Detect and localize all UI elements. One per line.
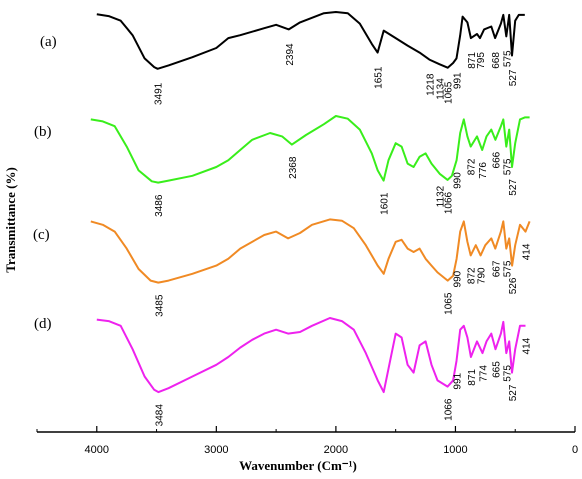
peak-label: 872 [467, 158, 478, 175]
peak-label: 414 [522, 243, 533, 260]
peak-label: 871 [467, 369, 478, 386]
peak-label: 1132 [436, 185, 447, 207]
peak-label: 1134 [435, 78, 446, 100]
peak-label: 668 [491, 52, 502, 69]
peak-label: 1066 [444, 191, 455, 214]
peak-label: 991 [453, 372, 464, 389]
peak-label: 3485 [154, 294, 165, 317]
peak-label: 990 [453, 270, 464, 287]
panel-label-d: (d) [34, 316, 52, 332]
series-line-d [96, 317, 526, 394]
peak-label: 2394 [285, 43, 296, 66]
x-tick-label: 2000 [324, 444, 348, 456]
x-tick-label: 0 [572, 444, 578, 456]
y-axis-title: Transmittance (%) [3, 167, 18, 273]
x-axis-title: Wavenumber (Cm⁻¹) [239, 458, 357, 473]
peak-label: 1066 [444, 398, 455, 421]
peak-label: 3486 [154, 194, 165, 217]
panel-label-b: (b) [34, 124, 52, 140]
series-line-c [90, 218, 531, 284]
peak-label: 776 [478, 162, 489, 179]
peak-label: 414 [522, 337, 533, 354]
peak-label: 991 [453, 72, 464, 89]
peak-label: 1065 [444, 81, 455, 104]
peak-label: 526 [508, 277, 519, 294]
panel-label-c: (c) [33, 227, 50, 243]
peak-label: 575 [502, 365, 513, 382]
peak-label: 1601 [380, 192, 391, 215]
series-layer [90, 11, 531, 394]
panel-label-a: (a) [40, 34, 57, 50]
peak-label: 665 [492, 361, 503, 378]
peak-label: 1065 [444, 292, 455, 315]
peak-label: 872 [467, 267, 478, 284]
panel-layer: (a) (b) (c) (d) [33, 34, 57, 332]
peak-label: 575 [502, 50, 513, 67]
peak-label: 1218 [425, 73, 436, 96]
series-line-b [90, 115, 530, 184]
x-tick-label: 1000 [443, 444, 467, 456]
series-line-a [96, 11, 525, 70]
peak-label: 527 [508, 179, 519, 196]
peak-label: 871 [467, 52, 478, 69]
peak-label: 790 [477, 267, 488, 284]
x-tick-label: 4000 [85, 444, 109, 456]
x-tick-label: 3000 [204, 444, 228, 456]
peak-label: 795 [476, 52, 487, 69]
x-axis: 4000 3000 2000 1000 0 [36, 426, 578, 456]
peak-label: 575 [502, 158, 513, 175]
peak-label: 3484 [155, 404, 166, 427]
peak-label: 666 [491, 151, 502, 168]
peak-label: 527 [508, 384, 519, 401]
peak-label: 3491 [154, 82, 165, 105]
peak-label: 990 [453, 172, 464, 189]
peak-label: 2368 [288, 156, 299, 179]
peak-label: 774 [479, 365, 490, 382]
peak-label: 667 [491, 260, 502, 277]
peak-label: 575 [502, 260, 513, 277]
peak-label: 1651 [374, 66, 385, 89]
peak-label: 527 [508, 69, 519, 86]
